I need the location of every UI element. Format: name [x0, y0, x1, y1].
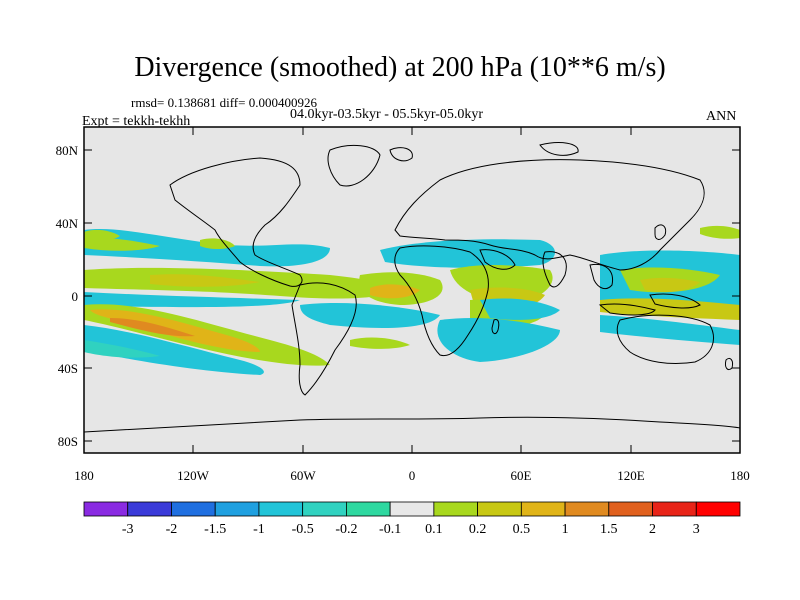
- colorbar-swatch: [258, 501, 304, 517]
- colorbar: [83, 501, 741, 517]
- lat-label-40n: 40N: [56, 216, 79, 231]
- colorbar-label: -0.2: [335, 522, 357, 537]
- colorbar-label: 2: [649, 522, 656, 537]
- map-panel: [84, 127, 740, 453]
- lon-label-180w: 180: [74, 468, 94, 483]
- colorbar-swatch: [83, 501, 129, 517]
- lat-label-0: 0: [72, 289, 79, 304]
- colorbar-swatch: [695, 501, 741, 517]
- colorbar-label: 0.5: [513, 522, 531, 537]
- lat-tick-marks: [84, 149, 740, 442]
- colorbar-label: 3: [693, 522, 700, 537]
- lon-label-180e: 180: [730, 468, 750, 483]
- lon-label-60e: 60E: [511, 468, 532, 483]
- stats-text: rmsd= 0.138681 diff= 0.000400926: [131, 95, 317, 110]
- colorbar-swatch: [214, 501, 260, 517]
- colorbar-label: 0.1: [425, 522, 443, 537]
- colorbar-swatch: [433, 501, 479, 517]
- colorbar-label: -1.5: [204, 522, 226, 537]
- colorbar-label: -3: [122, 522, 134, 537]
- colorbar-labels: -3 -2 -1.5 -1 -0.5 -0.2 -0.1 0.1 0.2 0.5 1 1.5 2 3: [122, 522, 700, 537]
- lon-label-120w: 120W: [177, 468, 210, 483]
- divergence-field: [84, 225, 740, 375]
- colorbar-swatch: [477, 501, 522, 517]
- colorbar-swatch: [608, 501, 653, 517]
- lat-tick-labels: 80N 40N 0 40S 80S: [56, 143, 79, 449]
- colorbar-label: -0.5: [292, 522, 314, 537]
- colorbar-swatch: [652, 501, 697, 517]
- colorbar-swatch: [345, 501, 391, 517]
- season-label: ANN: [706, 109, 737, 124]
- colorbar-swatch: [389, 501, 435, 517]
- lat-label-80s: 80S: [58, 434, 78, 449]
- lat-label-80n: 80N: [56, 143, 79, 158]
- lon-tick-marks: [83, 127, 741, 453]
- colorbar-swatch: [171, 501, 216, 517]
- colorbar-label: -2: [166, 522, 178, 537]
- colorbar-swatch: [520, 501, 566, 517]
- colorbar-label: 0.2: [469, 522, 487, 537]
- coastlines: [84, 142, 740, 433]
- period-text: 04.0kyr-03.5kyr - 05.5kyr-05.0kyr: [290, 107, 484, 122]
- colorbar-label: -0.1: [379, 522, 401, 537]
- lat-label-40s: 40S: [58, 361, 78, 376]
- colorbar-swatch: [302, 501, 347, 517]
- colorbar-label: -1: [253, 522, 265, 537]
- colorbar-label: 1.5: [600, 522, 618, 537]
- experiment-label: Expt = tekkh-tekhh: [82, 114, 191, 129]
- colorbar-label: 1: [562, 522, 569, 537]
- lon-label-120e: 120E: [617, 468, 645, 483]
- colorbar-swatch: [564, 501, 610, 517]
- lon-label-60w: 60W: [290, 468, 316, 483]
- plot-title: Divergence (smoothed) at 200 hPa (10**6 …: [134, 52, 666, 83]
- colorbar-swatch: [127, 501, 172, 517]
- lon-tick-labels: 180 120W 60W 0 60E 120E 180: [74, 468, 750, 483]
- lon-label-0: 0: [409, 468, 416, 483]
